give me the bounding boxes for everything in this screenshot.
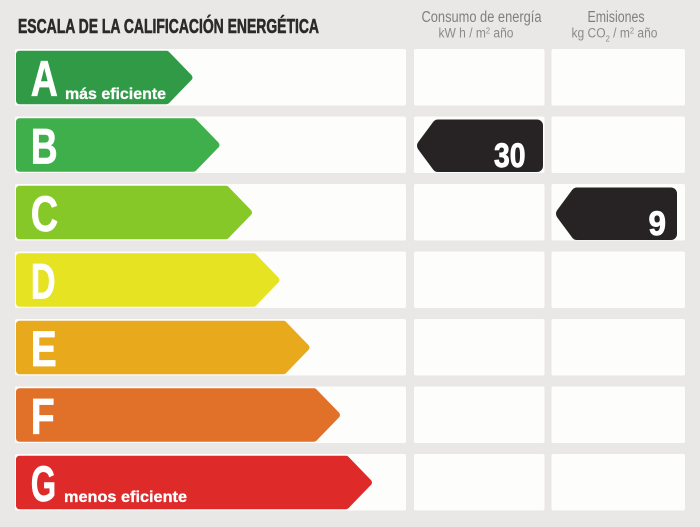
svg-text:kg CO2 / m2 año: kg CO2 / m2 año	[572, 26, 658, 44]
svg-text:ESCALA DE LA CALIFICACIÓN ENER: ESCALA DE LA CALIFICACIÓN ENERGÉTICA	[18, 14, 319, 38]
svg-text:9: 9	[649, 205, 667, 243]
svg-text:D: D	[31, 254, 56, 310]
svg-text:Consumo de energía: Consumo de energía	[422, 9, 542, 26]
svg-text:G: G	[31, 456, 56, 512]
svg-text:F: F	[31, 389, 55, 445]
svg-text:Emisiones: Emisiones	[588, 9, 645, 26]
svg-text:B: B	[31, 119, 58, 175]
svg-text:A: A	[31, 51, 58, 107]
svg-text:30: 30	[494, 137, 526, 175]
svg-text:kW h / m2 año: kW h / m2 año	[439, 26, 514, 41]
svg-text:menos eficiente: menos eficiente	[64, 489, 187, 506]
svg-text:más eficiente: más eficiente	[65, 86, 166, 103]
svg-text:E: E	[31, 321, 57, 377]
svg-text:C: C	[31, 186, 58, 242]
